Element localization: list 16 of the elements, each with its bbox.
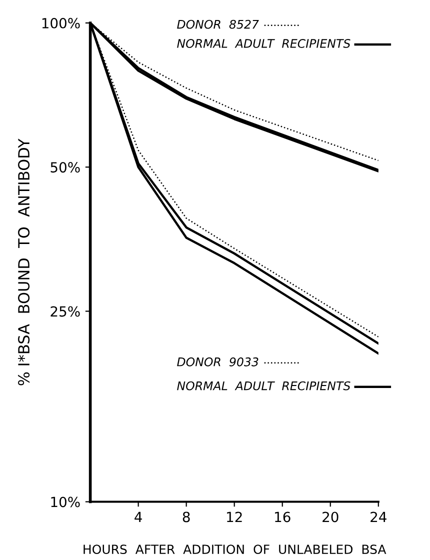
- x-tick-label: 20: [322, 512, 338, 522]
- y-tick-label: 100%: [42, 18, 80, 28]
- x-tick-label: 24: [370, 512, 386, 522]
- x-axis-title: HOURS AFTER ADDITION OF UNLABELED BSA: [84, 544, 386, 554]
- legend-label: NORMAL ADULT RECIPIENTS: [177, 381, 350, 390]
- legend-label: DONOR 8527: [177, 20, 259, 29]
- legend-label: DONOR 9033: [177, 357, 258, 366]
- legend-label: NORMAL ADULT RECIPIENTS: [177, 39, 350, 48]
- x-tick-label: 8: [182, 512, 190, 522]
- x-tick-label: 16: [275, 512, 290, 522]
- x-tick-label: 4: [134, 512, 142, 522]
- y-axis-title: % I*BSA BOUND TO ANTIBODY: [18, 138, 30, 386]
- y-tick-label: 25%: [50, 306, 80, 317]
- x-tick-label: 12: [227, 512, 242, 522]
- y-tick-label: 10%: [51, 496, 80, 508]
- y-tick-label: 50%: [50, 162, 80, 173]
